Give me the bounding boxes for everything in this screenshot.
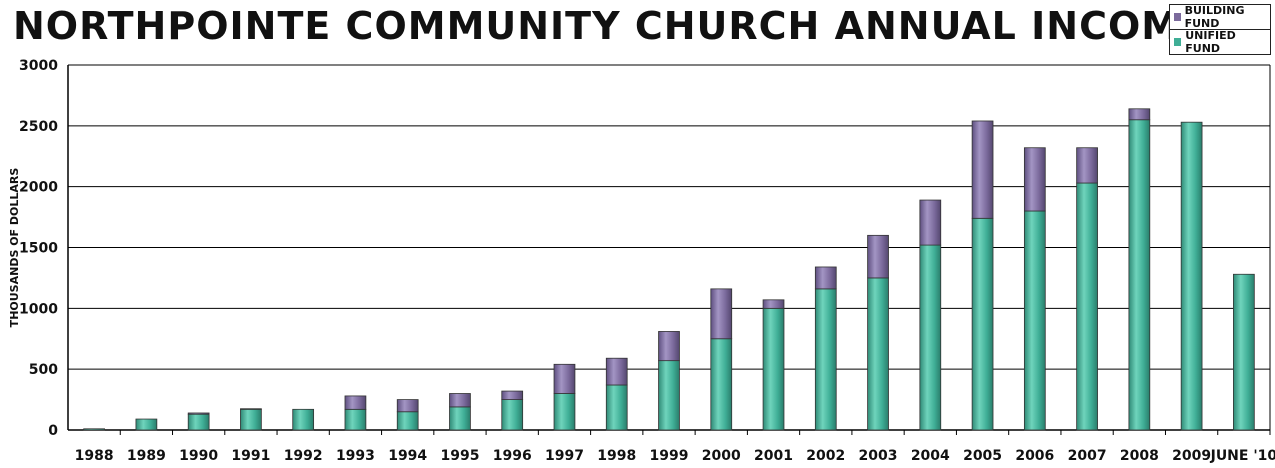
y-tick-label: 1500 xyxy=(19,241,58,257)
bar-unified-fund xyxy=(658,360,680,431)
x-tick-label: 2009 xyxy=(1172,448,1211,464)
y-tick-label: 3000 xyxy=(19,58,58,74)
bar-unified-fund xyxy=(135,418,158,431)
bar-unified-fund xyxy=(83,428,105,431)
bar-unified-fund xyxy=(1233,273,1255,431)
x-tick-label: 1993 xyxy=(336,448,375,464)
bar-unified-fund xyxy=(1128,119,1151,431)
bar-building-fund xyxy=(814,266,837,290)
bar-unified-fund xyxy=(187,413,210,431)
bar-unified-fund xyxy=(1076,182,1098,431)
y-tick-label: 500 xyxy=(29,362,58,378)
legend-item-building-fund: BUILDING FUND xyxy=(1170,4,1270,30)
x-tick-label: 1998 xyxy=(597,448,636,464)
bar-unified-fund xyxy=(971,217,994,431)
x-tick-label: 1996 xyxy=(493,448,532,464)
bar-building-fund xyxy=(867,234,889,279)
bar-building-fund xyxy=(344,395,367,410)
legend: BUILDING FUND UNIFIED FUND xyxy=(1169,4,1271,55)
bar-building-fund xyxy=(240,408,262,410)
x-tick-label: 2000 xyxy=(702,448,741,464)
legend-swatch-unified-fund xyxy=(1174,38,1182,46)
bar-building-fund xyxy=(605,357,628,386)
bar-unified-fund xyxy=(919,244,942,431)
bar-unified-fund xyxy=(867,277,889,431)
y-tick-label: 2000 xyxy=(19,180,58,196)
x-tick-label: 2002 xyxy=(806,448,845,464)
bar-unified-fund xyxy=(814,288,837,431)
bar-building-fund xyxy=(710,288,733,340)
bar-building-fund xyxy=(553,363,576,394)
legend-label-building-fund: BUILDING FUND xyxy=(1184,4,1245,30)
y-axis-label: THOUSANDS OF DOLLARS xyxy=(8,168,21,328)
bar-building-fund xyxy=(1076,147,1098,184)
legend-swatch-building-fund xyxy=(1174,13,1181,21)
bar-unified-fund xyxy=(605,384,628,431)
legend-label-unified-fund: UNIFIED FUND xyxy=(1185,29,1236,55)
bar-unified-fund xyxy=(396,411,419,431)
x-tick-label: 2004 xyxy=(911,448,950,464)
bar-building-fund xyxy=(762,299,785,309)
x-tick-label: 2003 xyxy=(859,448,898,464)
x-tick-label: 1999 xyxy=(650,448,689,464)
bar-unified-fund xyxy=(449,406,471,431)
x-tick-label: 1992 xyxy=(284,448,323,464)
bar-building-fund xyxy=(1023,147,1046,212)
bar-unified-fund xyxy=(710,338,733,431)
bar-building-fund xyxy=(658,331,680,362)
x-tick-label: 1989 xyxy=(127,448,166,464)
x-tick-label: JUNE '10 xyxy=(1210,448,1275,464)
x-tick-label: 1994 xyxy=(388,448,427,464)
x-tick-label: 2006 xyxy=(1015,448,1054,464)
bar-building-fund xyxy=(501,390,524,400)
chart-title: NORTHPOINTE COMMUNITY CHURCH ANNUAL INCO… xyxy=(12,4,1208,48)
bar-unified-fund xyxy=(1023,210,1046,431)
bar-unified-fund xyxy=(344,408,367,431)
bar-building-fund xyxy=(396,399,419,413)
y-tick-label: 0 xyxy=(48,423,58,439)
x-tick-label: 1995 xyxy=(440,448,479,464)
y-tick-label: 1000 xyxy=(19,301,58,317)
bar-unified-fund xyxy=(240,408,262,431)
x-tick-label: 1997 xyxy=(545,448,584,464)
bar-unified-fund xyxy=(292,408,315,431)
x-tick-label: 2008 xyxy=(1120,448,1159,464)
bar-building-fund xyxy=(449,393,471,408)
x-tick-label: 1990 xyxy=(179,448,218,464)
x-tick-label: 2001 xyxy=(754,448,793,464)
bar-building-fund xyxy=(919,199,942,246)
bar-building-fund xyxy=(1128,108,1151,121)
bar-unified-fund xyxy=(1180,121,1203,431)
x-tick-label: 1988 xyxy=(75,448,114,464)
bar-unified-fund xyxy=(762,307,785,431)
bar-unified-fund xyxy=(501,399,524,431)
x-tick-label: 2007 xyxy=(1068,448,1107,464)
bar-building-fund xyxy=(971,120,994,219)
legend-item-unified-fund: UNIFIED FUND xyxy=(1170,29,1270,55)
bar-unified-fund xyxy=(553,393,576,431)
x-tick-label: 1991 xyxy=(231,448,270,464)
bar-building-fund xyxy=(187,412,210,415)
x-tick-label: 2005 xyxy=(963,448,1002,464)
y-tick-label: 2500 xyxy=(19,119,58,135)
